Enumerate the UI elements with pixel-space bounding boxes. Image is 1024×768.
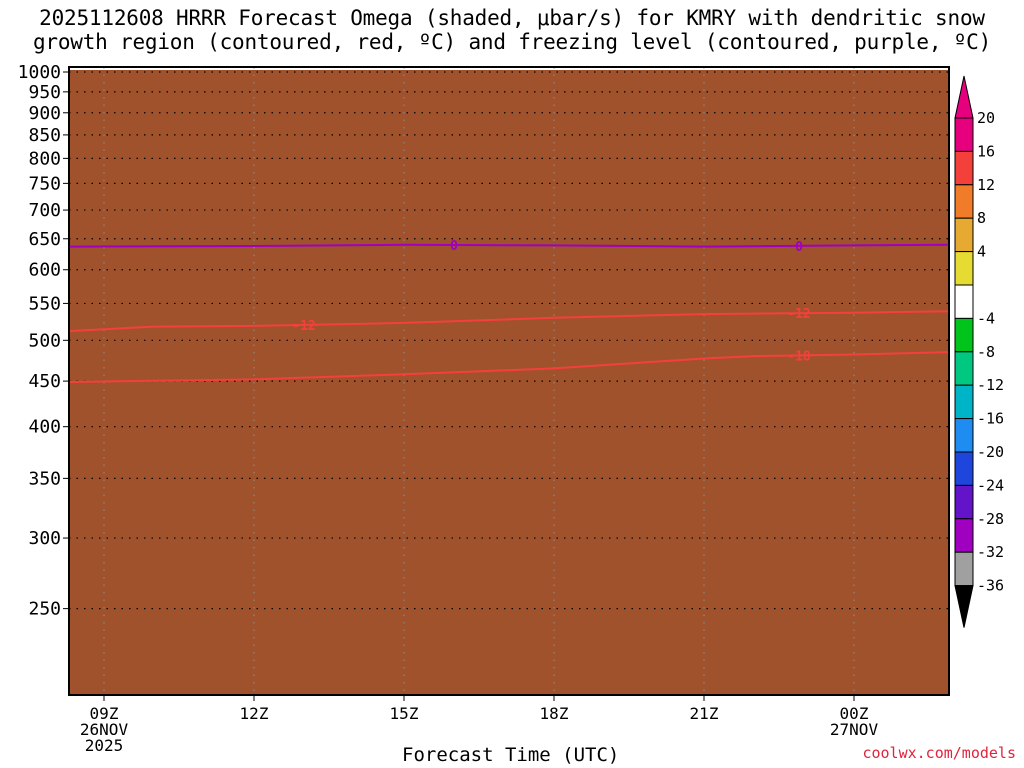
x-tick-label: 21Z: [690, 704, 719, 723]
colorbar-tick-label: -28: [977, 510, 1004, 528]
y-tick-label: 400: [28, 417, 61, 438]
colorbar-tick-label: -20: [977, 443, 1004, 461]
colorbar-tick-label: -24: [977, 476, 1004, 494]
colorbar-bin: [954, 317, 974, 353]
colorbar-extend-min: [954, 585, 974, 628]
contour-label: -12: [787, 307, 810, 322]
x-tick-date-label: 27NOV: [830, 720, 879, 739]
contour-label: 0: [795, 240, 803, 255]
colorbar-bin: [954, 117, 974, 152]
y-tick-label: 1000: [18, 62, 61, 83]
x-tick-label: 00Z: [840, 704, 869, 723]
title-line-2: growth region (contoured, red, ºC) and f…: [32, 30, 992, 54]
y-tick-label: 850: [28, 125, 61, 146]
terrain-block: [69, 69, 949, 696]
colorbar-tick-label: -16: [977, 410, 1004, 428]
contour-label: -18: [787, 349, 811, 364]
y-tick-label: 750: [28, 173, 61, 194]
y-tick-label: 900: [28, 103, 61, 124]
y-tick-label: 350: [28, 468, 61, 489]
y-tick-label: 700: [28, 200, 61, 221]
colorbar-bin: [954, 251, 974, 286]
y-tick-label: 500: [28, 330, 61, 351]
colorbar-bin: [954, 551, 974, 587]
colorbar-tick-label: 8: [977, 209, 986, 227]
colorbar-tick-label: -12: [977, 376, 1004, 394]
colorbar-tick-label: -36: [977, 577, 1004, 595]
y-tick-label: 950: [28, 82, 61, 103]
contour-line: [68, 243, 950, 248]
y-tick-label: 600: [28, 260, 61, 281]
colorbar-tick-label: -32: [977, 543, 1004, 561]
colorbar-bin: [954, 384, 974, 420]
colorbar-bin: [954, 351, 974, 386]
x-tick-label: 18Z: [540, 704, 569, 723]
x-tick-label: 12Z: [240, 704, 269, 723]
y-tick-label: 450: [28, 371, 61, 392]
colorbar-tick-label: -4: [977, 309, 995, 327]
colorbar-bin: [954, 184, 974, 219]
y-tick-label: 650: [28, 229, 61, 250]
y-tick-label: 800: [28, 148, 61, 169]
colorbar-tick-label: 20: [977, 109, 995, 127]
colorbar-tick-label: -8: [977, 343, 995, 361]
x-tick-label: 09Z: [90, 704, 119, 723]
contour-label: -12: [292, 319, 315, 334]
credit-link[interactable]: coolwx.com/models: [862, 744, 1016, 762]
colorbar-extend-max: [954, 75, 974, 119]
contour-line: [68, 310, 950, 333]
colorbar-bin: [954, 217, 974, 253]
y-tick-label: 300: [28, 528, 61, 549]
y-tick-label: 250: [28, 599, 61, 620]
colorbar-bin: [954, 418, 974, 453]
y-tick-label: 550: [28, 293, 61, 314]
colorbar-tick-label: 4: [977, 243, 986, 261]
colorbar-bin: [954, 284, 974, 319]
contour-label: 0: [450, 239, 458, 254]
chart-title: 2025112608 HRRR Forecast Omega (shaded, …: [0, 6, 1024, 54]
x-axis-label: Forecast Time (UTC): [402, 744, 620, 766]
colorbar-bin: [954, 451, 974, 486]
colorbar-bin: [954, 484, 974, 520]
x-tick-year-label: 2025: [85, 736, 124, 755]
colorbar-tick-label: 12: [977, 176, 995, 194]
colorbar-bin: [954, 518, 974, 553]
contour-line: [68, 351, 950, 383]
colorbar-tick-label: 16: [977, 142, 995, 160]
x-tick-label: 15Z: [390, 704, 419, 723]
title-line-1: 2025112608 HRRR Forecast Omega (shaded, …: [39, 6, 985, 30]
x-tick-date-label: 26NOV: [80, 720, 129, 739]
colorbar-bin: [954, 150, 974, 186]
